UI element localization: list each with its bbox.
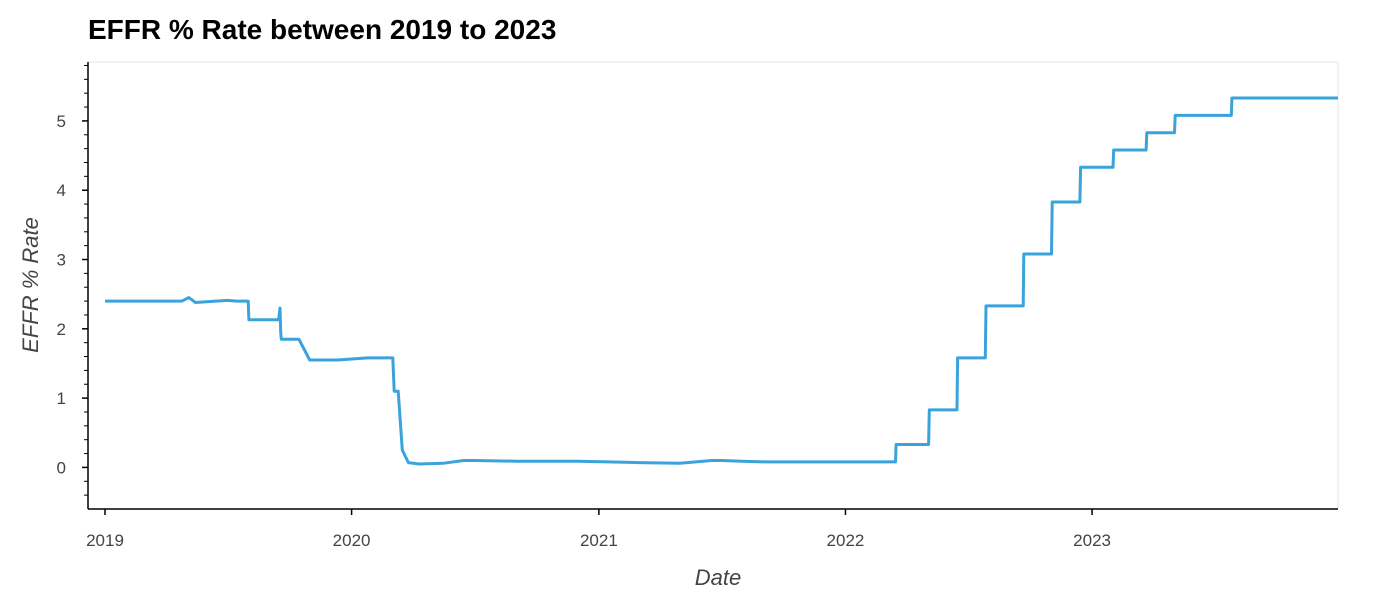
x-tick-label: 2021 bbox=[580, 531, 618, 550]
y-tick-label: 4 bbox=[57, 181, 66, 200]
plot-frame bbox=[87, 61, 1339, 510]
series-line bbox=[105, 96, 1338, 466]
y-tick-label: 1 bbox=[57, 389, 66, 408]
y-tick-label: 0 bbox=[57, 458, 66, 477]
axes-group: 0 1 2 3 4 5 2019 2020 2021 2022 2023 bbox=[57, 62, 1338, 550]
y-ticks: 0 1 2 3 4 5 bbox=[57, 64, 88, 496]
y-axis-title: EFFR % Rate bbox=[18, 217, 43, 353]
y-tick-label: 3 bbox=[57, 251, 66, 270]
y-tick-label: 2 bbox=[57, 320, 66, 339]
x-axis-title: Date bbox=[695, 565, 741, 590]
x-tick-label: 2019 bbox=[86, 531, 124, 550]
x-ticks: 2019 2020 2021 2022 2023 bbox=[86, 509, 1111, 550]
x-tick-label: 2023 bbox=[1073, 531, 1111, 550]
x-tick-label: 2022 bbox=[827, 531, 865, 550]
series-group bbox=[105, 96, 1338, 466]
x-tick-label: 2020 bbox=[333, 531, 371, 550]
chart-title: EFFR % Rate between 2019 to 2023 bbox=[88, 14, 557, 45]
y-tick-label: 5 bbox=[57, 112, 66, 131]
